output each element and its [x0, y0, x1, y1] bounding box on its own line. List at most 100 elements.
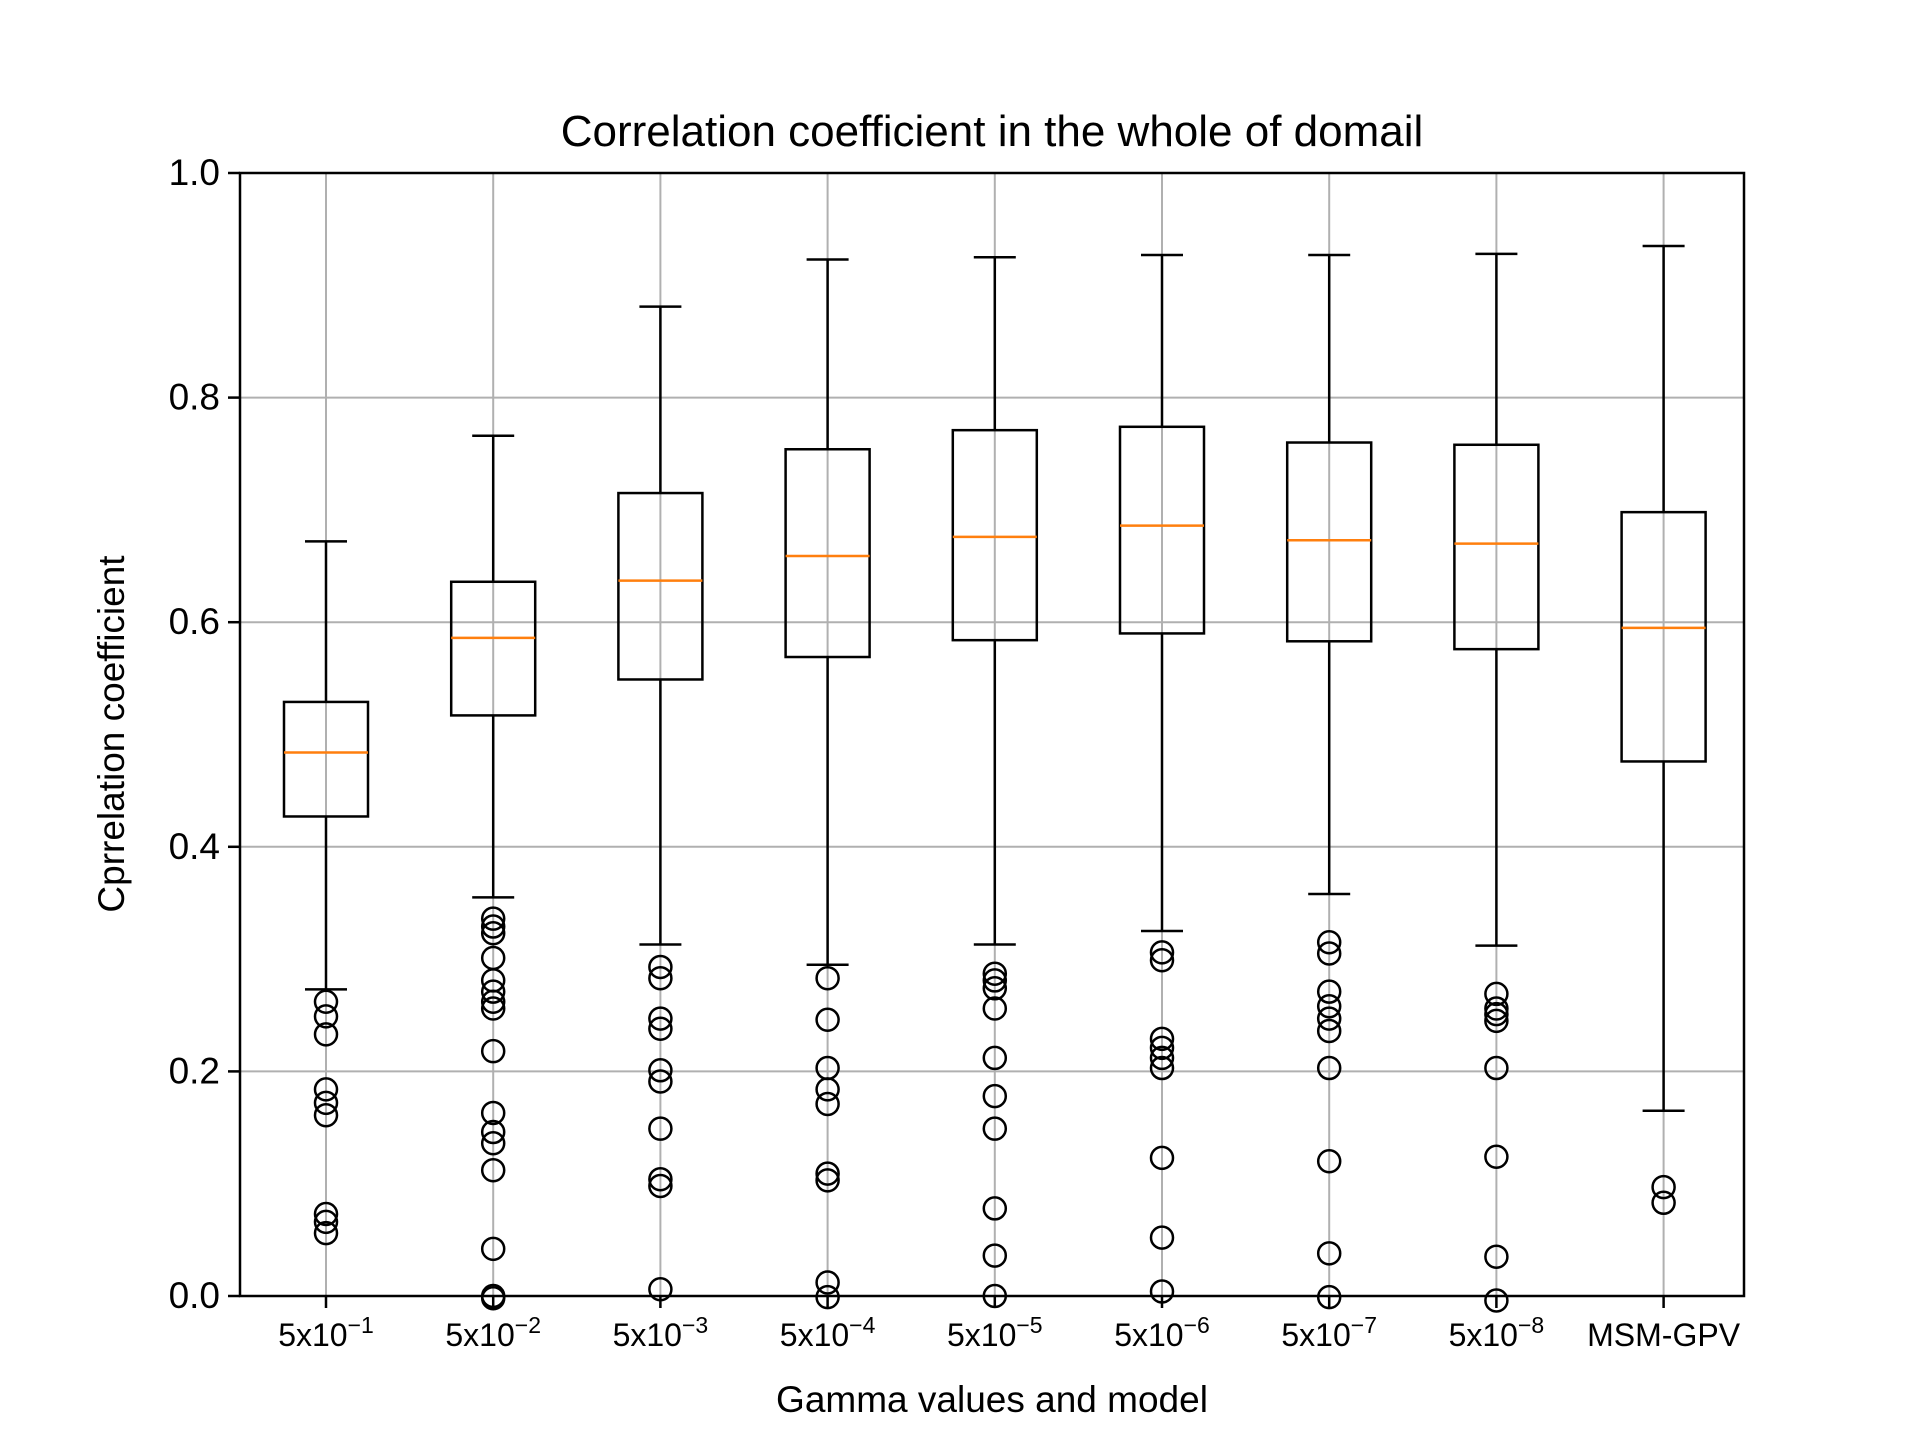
chart-title: Correlation coefficient in the whole of …: [561, 107, 1424, 156]
outlier-point: [982, 976, 1008, 1001]
outlier-point: [1484, 996, 1509, 1021]
outlier-point: [1149, 1055, 1175, 1081]
x-tick-label: 5x10−5: [947, 1312, 1043, 1353]
outlier-point: [1149, 1145, 1175, 1171]
outlier-point: [982, 961, 1008, 986]
outlier-point: [480, 921, 506, 946]
y-tick-label: 0.4: [169, 826, 220, 867]
outlier-point: [1316, 1241, 1342, 1266]
outlier-point: [1316, 930, 1342, 955]
outlier-point: [1484, 1144, 1509, 1169]
box-group: [449, 434, 537, 1311]
outlier-point: [815, 1161, 840, 1186]
box-iqr: [449, 580, 537, 717]
outlier-point: [313, 1102, 339, 1128]
outlier-point: [480, 1285, 506, 1311]
outlier-point: [480, 1038, 506, 1064]
outlier-point: [480, 1157, 506, 1183]
outlier-point: [648, 1116, 673, 1141]
outlier-point: [1316, 1055, 1342, 1081]
outlier-point: [815, 1007, 840, 1032]
outlier-point: [1316, 1006, 1342, 1031]
plot-frame: [238, 171, 1746, 1298]
outlier-point: [648, 1173, 673, 1199]
box-iqr: [617, 491, 704, 681]
y-axis-label: Cprrelation coefficient: [91, 555, 132, 913]
outlier-point: [1651, 1174, 1676, 1200]
x-tick-label: 5x10−2: [445, 1312, 541, 1353]
box-group: [1620, 244, 1707, 1216]
box-iqr: [784, 448, 871, 659]
outlier-point: [1316, 979, 1342, 1004]
box-group: [784, 258, 871, 1310]
y-tick-label: 1.0: [169, 152, 220, 193]
outlier-point: [648, 1058, 673, 1083]
outlier-point: [1149, 1045, 1175, 1071]
y-tick-label: 0.2: [169, 1050, 220, 1091]
outlier-point: [648, 1006, 673, 1031]
outlier-point: [313, 1022, 339, 1047]
outlier-point: [313, 1209, 339, 1235]
box-group: [1118, 253, 1206, 1304]
outlier-point: [480, 906, 506, 931]
box-group: [617, 305, 704, 1302]
outlier-point: [815, 965, 840, 991]
outlier-point: [1484, 1288, 1509, 1313]
outlier-point: [1316, 994, 1342, 1019]
x-tick-label: MSM-GPV: [1587, 1317, 1741, 1353]
outlier-point: [1149, 1026, 1175, 1052]
outlier-point: [648, 1069, 673, 1094]
outlier-point: [982, 1243, 1008, 1268]
box-group: [951, 255, 1039, 1309]
outlier-point: [982, 1196, 1008, 1221]
outlier-point: [480, 989, 506, 1015]
outlier-point: [1149, 940, 1175, 965]
outlier-point: [1149, 947, 1175, 973]
outlier-point: [480, 979, 506, 1004]
outlier-point: [1484, 1055, 1509, 1081]
outlier-point: [1149, 1035, 1175, 1061]
outlier-point: [815, 1091, 840, 1117]
x-axis-label: Gamma values and model: [776, 1379, 1208, 1420]
outlier-point: [1484, 981, 1509, 1007]
y-tick-label: 0.8: [169, 377, 220, 418]
box-iqr: [1285, 441, 1373, 643]
outlier-point: [1316, 1148, 1342, 1174]
box-iqr: [951, 428, 1039, 642]
outlier-point: [480, 1119, 506, 1145]
outlier-point: [313, 989, 339, 1015]
x-tick-label: 5x10−4: [780, 1312, 876, 1353]
outlier-point: [982, 1116, 1008, 1141]
outlier-point: [480, 1131, 506, 1156]
box-iqr: [1453, 443, 1540, 651]
x-tick-label: 5x10−6: [1114, 1312, 1210, 1353]
box-iqr: [1118, 425, 1206, 635]
x-tick-label: 5x10−7: [1281, 1312, 1377, 1353]
box-iqr: [282, 700, 370, 818]
outlier-point: [648, 1016, 673, 1041]
outlier-point: [982, 1083, 1008, 1109]
outlier-point: [313, 1090, 339, 1116]
box-group: [1453, 252, 1540, 1313]
outlier-point: [480, 914, 506, 939]
outlier-point: [313, 1077, 339, 1102]
box-iqr: [1620, 510, 1707, 763]
outlier-point: [815, 1168, 840, 1193]
outlier-point: [815, 1270, 840, 1295]
box-group: [282, 540, 370, 1246]
x-tick-label: 5x10−3: [613, 1312, 709, 1353]
outlier-point: [1484, 1244, 1509, 1269]
axis-ticks: 0.0 0.2 0.4 0.6 0.8 1.0 5x10−1 5x10−2 5x10−3 5x10…: [169, 152, 1741, 1353]
outlier-point: [648, 954, 673, 980]
outlier-point: [1651, 1190, 1676, 1216]
x-tick-label: 5x10−1: [278, 1312, 374, 1353]
box-series: [282, 244, 1707, 1313]
outlier-point: [313, 1220, 339, 1246]
outlier-point: [982, 996, 1008, 1021]
outlier-point: [313, 1004, 339, 1029]
outlier-point: [1316, 1018, 1342, 1044]
outlier-point: [480, 1236, 506, 1262]
outlier-point: [982, 1045, 1008, 1071]
